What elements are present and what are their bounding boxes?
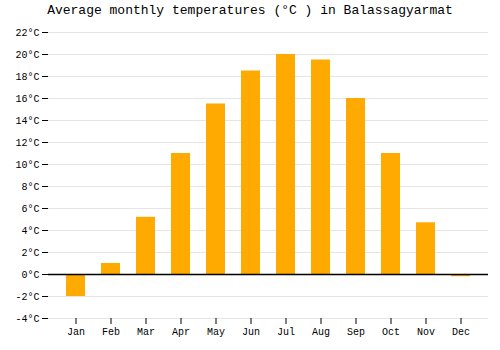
svg-text:Feb: Feb — [102, 327, 120, 338]
svg-text:4°C: 4°C — [21, 226, 39, 237]
svg-text:Jun: Jun — [242, 327, 260, 338]
svg-text:Sep: Sep — [347, 327, 365, 338]
svg-text:Aug: Aug — [312, 327, 330, 338]
svg-text:16°C: 16°C — [15, 94, 39, 105]
svg-text:Jan: Jan — [67, 327, 85, 338]
svg-text:22°C: 22°C — [15, 28, 39, 39]
svg-text:0°C: 0°C — [21, 270, 39, 281]
svg-text:Nov: Nov — [417, 327, 435, 338]
svg-text:20°C: 20°C — [15, 50, 39, 61]
svg-text:12°C: 12°C — [15, 138, 39, 149]
svg-text:6°C: 6°C — [21, 204, 39, 215]
svg-text:8°C: 8°C — [21, 182, 39, 193]
svg-text:May: May — [207, 327, 225, 338]
svg-text:Oct: Oct — [382, 327, 400, 338]
html-text:Average monthly temperatures (: Average monthly temperatures (°C ) in Ba… — [47, 3, 453, 18]
svg-text:Jul: Jul — [277, 327, 295, 338]
svg-text:2°C: 2°C — [21, 248, 39, 259]
svg-text:14°C: 14°C — [15, 116, 39, 127]
svg-text:Dec: Dec — [452, 327, 470, 338]
svg-text:10°C: 10°C — [15, 160, 39, 171]
svg-text:Mar: Mar — [137, 327, 155, 338]
svg-text:Apr: Apr — [172, 327, 190, 338]
svg-text:-4°C: -4°C — [15, 314, 39, 325]
svg-text:-2°C: -2°C — [15, 292, 39, 303]
svg-text:18°C: 18°C — [15, 72, 39, 83]
